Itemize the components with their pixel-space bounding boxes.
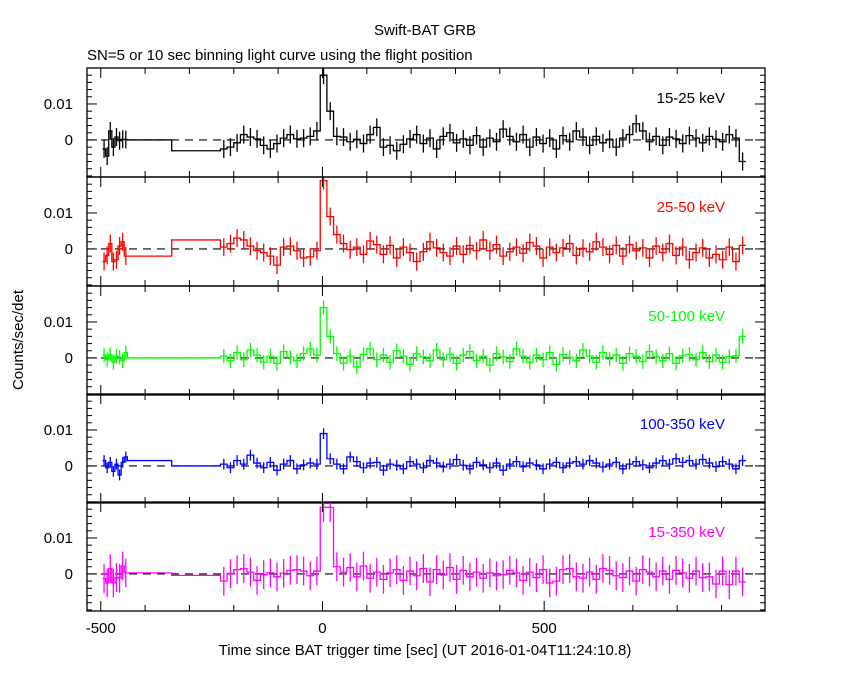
y-tick-label: 0.01 xyxy=(44,205,73,222)
y-tick-label: 0 xyxy=(65,566,73,583)
energy-band-label: 50-100 keV xyxy=(648,308,725,325)
energy-band-label: 25-50 keV xyxy=(657,199,725,216)
series-2 xyxy=(102,300,746,375)
x-tick-label: -500 xyxy=(86,620,116,637)
light-curve-step xyxy=(102,306,746,368)
y-tick-label: 0 xyxy=(65,458,73,475)
panel-frame xyxy=(86,501,766,612)
chart-subtitle: SN=5 or 10 sec binning light curve using… xyxy=(87,47,473,64)
energy-band-label: 15-25 keV xyxy=(657,90,725,107)
panel-frame xyxy=(86,285,766,396)
y-tick-label: 0.01 xyxy=(44,422,73,439)
chart-title: Swift-BAT GRB xyxy=(374,22,476,39)
series-3 xyxy=(102,428,746,481)
panel-4: 0 0.01 15-350 keV xyxy=(44,501,766,612)
y-tick-label: 0.01 xyxy=(44,96,73,113)
y-tick-label: 0.01 xyxy=(44,314,73,331)
y-tick-label: 0.01 xyxy=(44,530,73,547)
x-axis-label: Time since BAT trigger time [sec] (UT 20… xyxy=(219,642,632,659)
panel-0: 0 0.01 15-25 keV xyxy=(44,67,766,178)
y-axis-label: Counts/sec/det xyxy=(10,289,27,390)
series-0 xyxy=(102,68,746,171)
energy-band-label: 15-350 keV xyxy=(648,524,725,541)
panel-2: 0 0.01 50-100 keV xyxy=(44,285,766,396)
panel-frame xyxy=(86,393,766,504)
series-1 xyxy=(102,177,746,275)
energy-band-label: 100-350 keV xyxy=(640,416,725,433)
light-curve-step xyxy=(102,179,746,266)
y-tick-label: 0 xyxy=(65,350,73,367)
x-tick-label: 500 xyxy=(532,620,557,637)
y-tick-label: 0 xyxy=(65,241,73,258)
panel-3: 0 0.01 100-350 keV xyxy=(44,393,766,504)
panel-frame xyxy=(86,67,766,178)
y-tick-label: 0 xyxy=(65,132,73,149)
panel-1: 0 0.01 25-50 keV xyxy=(44,176,766,287)
light-curve-step xyxy=(102,506,746,586)
panel-frame xyxy=(86,176,766,287)
x-tick-label: 0 xyxy=(318,620,326,637)
series-4 xyxy=(102,502,746,600)
